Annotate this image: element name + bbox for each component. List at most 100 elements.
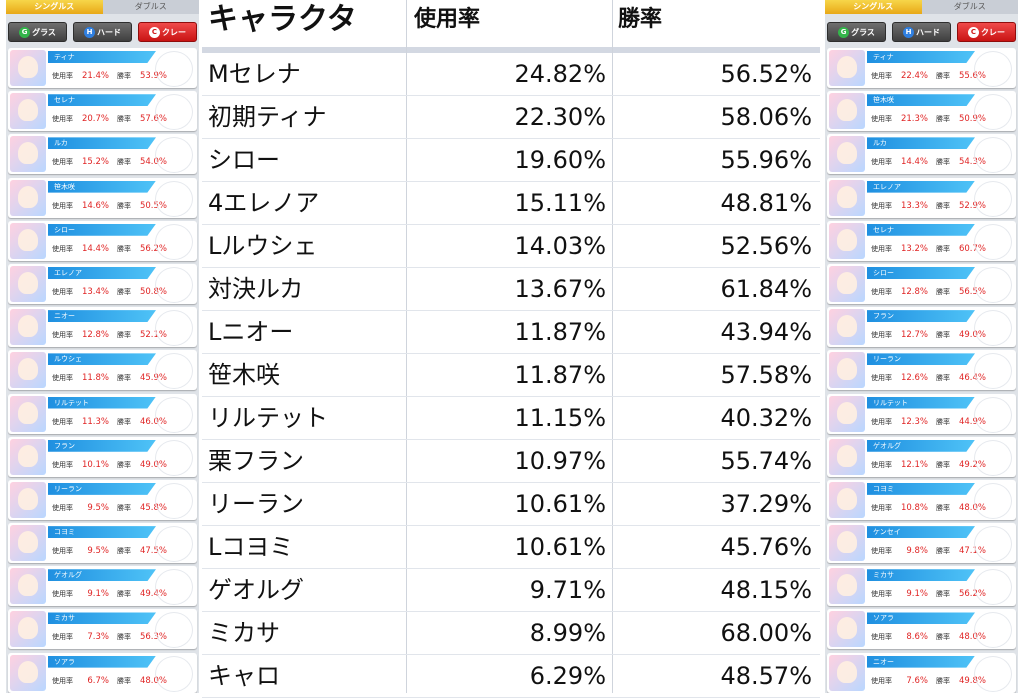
usage-rate-label: 使用率 bbox=[871, 547, 892, 556]
character-avatar bbox=[10, 136, 46, 173]
tab-doubles[interactable]: ダブルス bbox=[102, 0, 199, 14]
hard-filter-button[interactable]: H ハード bbox=[892, 22, 951, 42]
character-avatar bbox=[829, 352, 865, 389]
usage-rate-value: 20.7% bbox=[81, 114, 109, 125]
character-avatar bbox=[829, 179, 865, 216]
table-row: ミカサ 8.99% 68.00% bbox=[202, 612, 820, 655]
win-rate-value: 44.9% bbox=[958, 416, 986, 427]
character-name: リーラン bbox=[48, 482, 156, 495]
character-name: フラン bbox=[48, 439, 156, 452]
character-card[interactable]: フラン 使用率 12.7% 勝率 49.0% bbox=[827, 307, 1016, 348]
cell-character: リーラン bbox=[208, 490, 304, 518]
tab-singles[interactable]: シングルス bbox=[825, 0, 922, 14]
character-card[interactable]: シロー 使用率 12.8% 勝率 56.5% bbox=[827, 263, 1016, 304]
character-card[interactable]: エレノア 使用率 13.3% 勝率 52.9% bbox=[827, 177, 1016, 218]
card-emblem-icon bbox=[974, 310, 1012, 347]
character-card[interactable]: ティナ 使用率 21.4% 勝率 53.9% bbox=[8, 48, 197, 88]
character-card[interactable]: セレナ 使用率 20.7% 勝率 57.6% bbox=[8, 91, 197, 132]
win-rate-value: 60.7% bbox=[958, 243, 986, 254]
character-stats: 使用率 12.7% 勝率 49.0% bbox=[871, 328, 1012, 342]
character-name: シロー bbox=[867, 266, 975, 279]
character-card[interactable]: ミカサ 使用率 7.3% 勝率 56.3% bbox=[8, 609, 197, 650]
character-card[interactable]: ルカ 使用率 15.2% 勝率 54.0% bbox=[8, 134, 197, 175]
usage-rate-value: 11.8% bbox=[81, 373, 109, 384]
usage-rate-value: 9.5% bbox=[87, 502, 109, 513]
character-avatar bbox=[829, 395, 865, 432]
clay-badge-icon: C bbox=[968, 26, 979, 38]
usage-rate-label: 使用率 bbox=[52, 417, 73, 426]
win-rate-label: 勝率 bbox=[936, 158, 950, 167]
win-rate-value: 45.8% bbox=[139, 502, 167, 513]
character-card[interactable]: ニオー 使用率 12.8% 勝率 52.1% bbox=[8, 307, 197, 348]
grass-filter-button[interactable]: G グラス bbox=[8, 22, 67, 42]
win-rate-label: 勝率 bbox=[117, 460, 131, 469]
character-stats: 使用率 13.4% 勝率 50.8% bbox=[52, 285, 193, 299]
character-name: ケンセイ bbox=[867, 526, 975, 539]
column-divider bbox=[406, 0, 407, 693]
character-avatar bbox=[10, 481, 46, 518]
win-rate-label: 勝率 bbox=[117, 244, 131, 253]
grass-filter-button[interactable]: G グラス bbox=[827, 22, 886, 42]
character-card[interactable]: ゲオルグ 使用率 9.1% 勝率 49.4% bbox=[8, 566, 197, 607]
character-card[interactable]: 笹木咲 使用率 21.3% 勝率 50.9% bbox=[827, 91, 1016, 132]
character-avatar bbox=[829, 222, 865, 259]
character-card[interactable]: 笹木咲 使用率 14.6% 勝率 50.5% bbox=[8, 177, 197, 218]
character-card[interactable]: ルカ 使用率 14.4% 勝率 54.3% bbox=[827, 134, 1016, 175]
hard-filter-button[interactable]: H ハード bbox=[73, 22, 132, 42]
clay-filter-button[interactable]: C クレー bbox=[138, 22, 197, 42]
card-emblem-icon bbox=[974, 137, 1012, 174]
character-card[interactable]: コヨミ 使用率 10.8% 勝率 48.0% bbox=[827, 479, 1016, 520]
usage-rate-value: 7.6% bbox=[906, 675, 928, 686]
character-card[interactable]: セレナ 使用率 13.2% 勝率 60.7% bbox=[827, 220, 1016, 261]
card-emblem-icon bbox=[155, 439, 193, 476]
usage-rate-value: 9.8% bbox=[906, 546, 928, 557]
character-card[interactable]: ゲオルグ 使用率 12.1% 勝率 49.2% bbox=[827, 436, 1016, 477]
character-avatar bbox=[10, 50, 46, 86]
character-card[interactable]: コヨミ 使用率 9.5% 勝率 47.5% bbox=[8, 523, 197, 564]
win-rate-value: 45.9% bbox=[139, 373, 167, 384]
court-filters: G グラス H ハード C クレー bbox=[6, 14, 199, 48]
mode-tabs: シングルス ダブルス bbox=[825, 0, 1018, 14]
character-card[interactable]: フラン 使用率 10.1% 勝率 49.0% bbox=[8, 436, 197, 477]
win-rate-value: 56.3% bbox=[139, 632, 167, 643]
character-card[interactable]: リルテット 使用率 11.3% 勝率 46.0% bbox=[8, 393, 197, 434]
character-card[interactable]: リルテット 使用率 12.3% 勝率 44.9% bbox=[827, 393, 1016, 434]
character-card[interactable]: ティナ 使用率 22.4% 勝率 55.6% bbox=[827, 48, 1016, 88]
character-card[interactable]: リーラン 使用率 12.6% 勝率 46.4% bbox=[827, 350, 1016, 391]
cell-win-rate: 58.06% bbox=[720, 103, 812, 131]
character-card[interactable]: シロー 使用率 14.4% 勝率 56.2% bbox=[8, 220, 197, 261]
character-card[interactable]: リーラン 使用率 9.5% 勝率 45.8% bbox=[8, 479, 197, 520]
character-stats: 使用率 13.2% 勝率 60.7% bbox=[871, 242, 1012, 256]
cell-usage-rate: 10.61% bbox=[514, 490, 606, 518]
character-card[interactable]: ルウシェ 使用率 11.8% 勝率 45.9% bbox=[8, 350, 197, 391]
cell-win-rate: 45.76% bbox=[720, 533, 812, 561]
usage-rate-value: 22.4% bbox=[900, 71, 928, 81]
character-avatar bbox=[829, 50, 865, 86]
cell-usage-rate: 14.03% bbox=[514, 232, 606, 260]
usage-rate-value: 14.6% bbox=[81, 200, 109, 211]
character-card[interactable]: ケンセイ 使用率 9.8% 勝率 47.1% bbox=[827, 523, 1016, 564]
clay-filter-button[interactable]: C クレー bbox=[957, 22, 1016, 42]
character-stats: 使用率 7.6% 勝率 49.8% bbox=[871, 674, 1012, 688]
character-card[interactable]: ニオー 使用率 7.6% 勝率 49.8% bbox=[827, 652, 1016, 693]
character-name: リルテット bbox=[48, 396, 156, 409]
card-emblem-icon bbox=[974, 94, 1012, 131]
filter-label: ハード bbox=[916, 27, 940, 37]
card-emblem-icon bbox=[974, 266, 1012, 303]
character-card[interactable]: ミカサ 使用率 9.1% 勝率 56.2% bbox=[827, 566, 1016, 607]
card-emblem-icon bbox=[155, 482, 193, 519]
filter-label: グラス bbox=[851, 27, 875, 37]
character-card[interactable]: エレノア 使用率 13.4% 勝率 50.8% bbox=[8, 263, 197, 304]
character-card[interactable]: ソアラ 使用率 6.7% 勝率 48.0% bbox=[8, 652, 197, 693]
usage-rate-label: 使用率 bbox=[871, 503, 892, 512]
tab-singles[interactable]: シングルス bbox=[6, 0, 103, 14]
character-stats: 使用率 12.8% 勝率 52.1% bbox=[52, 328, 193, 342]
right-ranking-panel: シングルス ダブルス G グラス H ハード C クレー ティナ 使用率 22.4%… bbox=[825, 0, 1018, 693]
character-avatar bbox=[10, 265, 46, 302]
card-emblem-icon bbox=[974, 396, 1012, 433]
usage-rate-value: 11.3% bbox=[81, 416, 109, 427]
character-card[interactable]: ソアラ 使用率 8.6% 勝率 48.0% bbox=[827, 609, 1016, 650]
cell-character: Lコヨミ bbox=[208, 533, 294, 561]
card-emblem-icon bbox=[974, 353, 1012, 390]
tab-doubles[interactable]: ダブルス bbox=[921, 0, 1018, 14]
